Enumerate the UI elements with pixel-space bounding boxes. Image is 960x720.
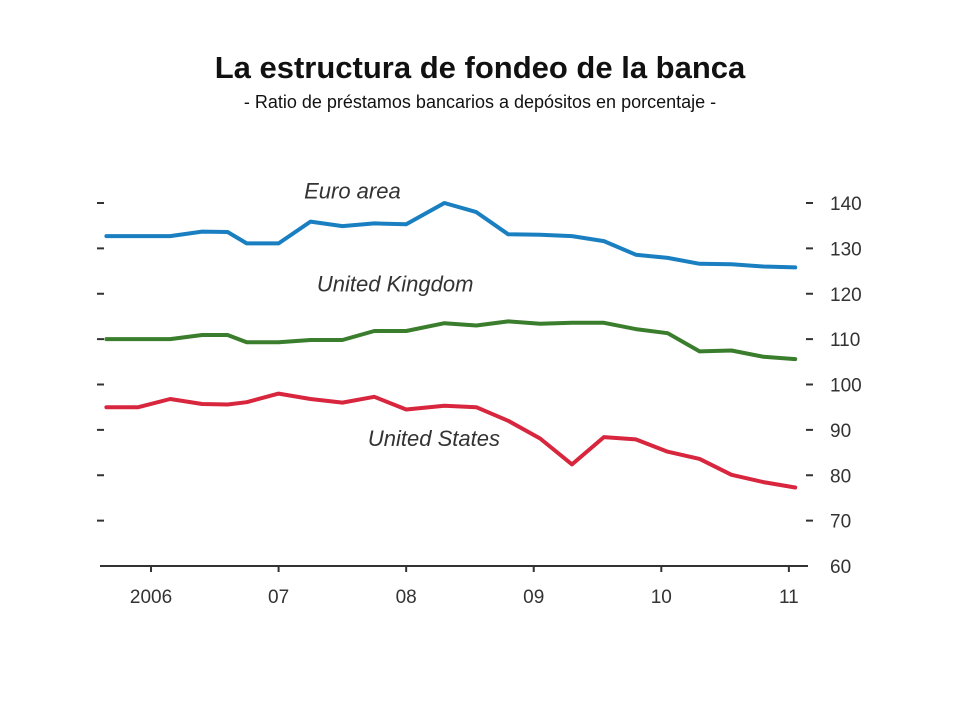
y-tick-label: 130 [830, 239, 862, 260]
y-tick-label: 110 [830, 330, 860, 351]
united-kingdom-line [104, 319, 798, 362]
series-labels: Euro area United Kingdom United States [304, 178, 500, 450]
x-tick-label: 08 [396, 587, 417, 608]
x-tick-label: 11 [779, 587, 799, 608]
series-lines [104, 201, 798, 490]
x-tick-label: 2006 [130, 587, 172, 608]
x-tick-label: 07 [268, 587, 289, 608]
euro-area-label: Euro area [304, 178, 401, 203]
y-tick-label: 90 [830, 421, 851, 442]
y-tick-label: 80 [830, 466, 851, 487]
y-tick-label: 120 [830, 285, 862, 306]
right-axis: 140 130 120 110 100 90 80 70 60 [806, 194, 862, 578]
page-title: La estructura de fondeo de la banca [214, 50, 746, 85]
x-tick-label: 09 [523, 587, 544, 608]
x-tick-label: 10 [651, 587, 672, 608]
united-states-line [104, 391, 798, 490]
y-tick-label: 60 [830, 557, 851, 578]
y-tick-label: 140 [830, 194, 862, 215]
x-axis: 2006 07 08 09 10 11 [100, 565, 808, 608]
left-axis-ticks [97, 202, 104, 522]
euro-area-line [104, 201, 798, 270]
page-subtitle: - Ratio de préstamos bancarios a depósit… [243, 92, 717, 112]
y-tick-label: 70 [830, 512, 851, 533]
title-block: La estructura de fondeo de la banca - Ra… [0, 50, 960, 113]
united-states-label: United States [368, 426, 500, 451]
united-kingdom-label: United Kingdom [317, 271, 474, 296]
y-tick-label: 100 [830, 376, 862, 397]
